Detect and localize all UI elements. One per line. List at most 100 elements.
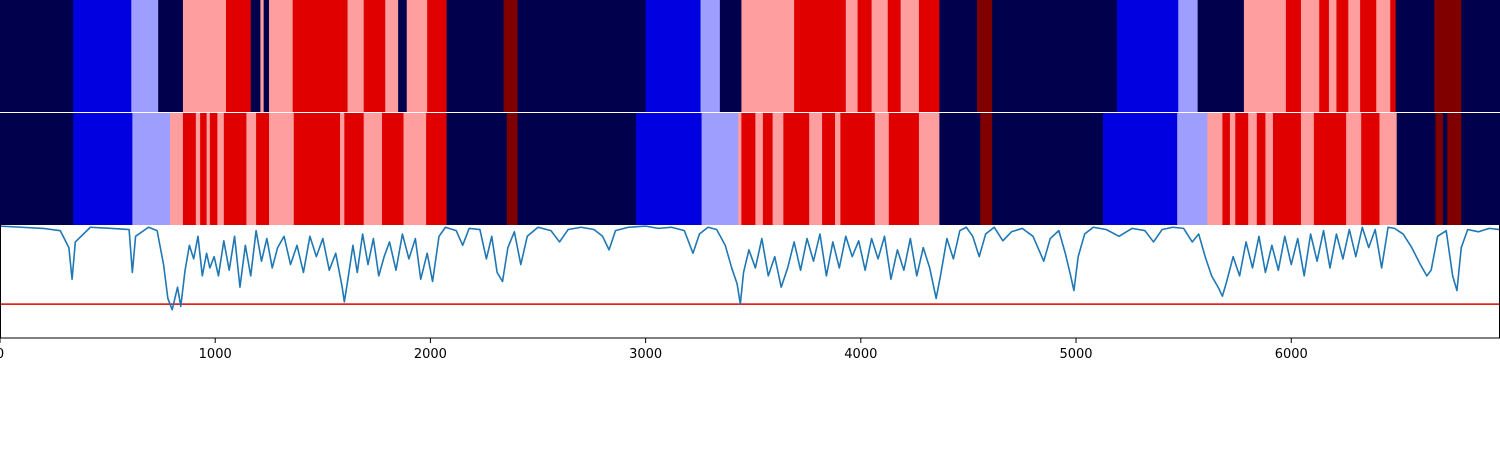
segment-1-46: [1229, 113, 1236, 225]
segment-0-21: [700, 0, 721, 112]
segment-1-29: [762, 113, 773, 225]
segment-0-0: [0, 0, 74, 112]
signal-line: [0, 225, 1500, 311]
segment-0-13: [385, 0, 399, 112]
x-tick-label-5000: 5000: [1059, 347, 1092, 362]
x-tick-label-0: 0: [0, 347, 4, 362]
segment-1-4: [182, 113, 197, 225]
segment-1-47: [1235, 113, 1249, 225]
segment-0-5: [225, 0, 252, 112]
segment-0-3: [158, 0, 184, 112]
segment-1-60: [1447, 113, 1462, 225]
segment-1-18: [381, 113, 404, 225]
segment-0-48: [1434, 0, 1462, 112]
segment-0-18: [503, 0, 518, 112]
segment-1-39: [939, 113, 981, 225]
x-tick-label-3000: 3000: [629, 347, 662, 362]
segment-0-30: [918, 0, 940, 112]
segment-1-26: [738, 113, 742, 225]
segment-1-22: [506, 113, 518, 225]
segment-1-44: [1207, 113, 1223, 225]
segment-1-40: [980, 113, 993, 225]
segment-0-15: [406, 0, 428, 112]
segment-0-9: [269, 0, 294, 112]
segment-0-44: [1360, 0, 1377, 112]
segment-0-22: [719, 0, 742, 112]
segment-1-50: [1265, 113, 1274, 225]
segment-1-32: [809, 113, 823, 225]
segment-1-10: [223, 113, 247, 225]
segment-1-19: [403, 113, 427, 225]
segment-1-5: [195, 113, 201, 225]
segment-1-41: [992, 113, 1104, 225]
segment-0-6: [250, 0, 261, 112]
segment-0-31: [939, 0, 978, 112]
segment-0-11: [347, 0, 365, 112]
segment-0-27: [871, 0, 889, 112]
segment-1-34: [835, 113, 841, 225]
segment-0-4: [182, 0, 227, 112]
segment-1-57: [1396, 113, 1436, 225]
segment-1-36: [874, 113, 890, 225]
segment-0-38: [1285, 0, 1302, 112]
segment-0-10: [292, 0, 348, 112]
segment-1-31: [783, 113, 810, 225]
segment-0-29: [900, 0, 920, 112]
segment-1-0: [0, 113, 74, 225]
segment-1-1: [73, 113, 133, 225]
segment-1-25: [701, 113, 739, 225]
segment-0-2: [131, 0, 159, 112]
segment-1-35: [840, 113, 876, 225]
segment-0-49: [1461, 0, 1500, 112]
segment-0-42: [1336, 0, 1349, 112]
segment-1-45: [1222, 113, 1231, 225]
segment-0-45: [1376, 0, 1391, 112]
segment-1-53: [1313, 113, 1347, 225]
signal-line-panel: [0, 225, 1500, 338]
segment-1-20: [426, 113, 447, 225]
segment-1-8: [209, 113, 218, 225]
segment-1-42: [1102, 113, 1178, 225]
segment-0-19: [517, 0, 647, 112]
segment-0-7: [260, 0, 265, 112]
segment-0-23: [741, 0, 795, 112]
segment-1-3: [170, 113, 184, 225]
x-axis: 0 1000 2000 3000 4000 5000 6000: [0, 338, 1308, 362]
segment-1-16: [344, 113, 365, 225]
segment-0-32: [977, 0, 993, 112]
segment-0-12: [363, 0, 386, 112]
segment-0-39: [1300, 0, 1320, 112]
segment-1-51: [1272, 113, 1302, 225]
segment-0-35: [1178, 0, 1199, 112]
segment-0-1: [73, 0, 132, 112]
x-tick-label-6000: 6000: [1275, 347, 1308, 362]
segment-1-15: [340, 113, 345, 225]
segment-0-41: [1328, 0, 1337, 112]
segment-0-8: [263, 0, 270, 112]
segment-0-25: [845, 0, 859, 112]
segment-1-58: [1435, 113, 1444, 225]
segment-1-9: [217, 113, 225, 225]
segment-1-52: [1300, 113, 1315, 225]
segment-0-20: [645, 0, 701, 112]
segment-1-27: [741, 113, 756, 225]
segment-1-38: [918, 113, 940, 225]
segment-1-28: [755, 113, 764, 225]
segment-1-59: [1442, 113, 1448, 225]
segment-1-43: [1177, 113, 1208, 225]
segment-1-61: [1461, 113, 1500, 225]
segment-1-56: [1379, 113, 1398, 225]
segment-1-37: [888, 113, 920, 225]
segment-1-21: [446, 113, 508, 225]
segment-0-24: [794, 0, 847, 112]
segment-1-6: [200, 113, 207, 225]
segment-1-55: [1361, 113, 1380, 225]
segment-0-40: [1319, 0, 1330, 112]
segment-1-33: [822, 113, 836, 225]
segment-0-46: [1390, 0, 1397, 112]
segment-1-7: [206, 113, 211, 225]
segment-1-2: [132, 113, 171, 225]
segmentation-track-top: [0, 0, 1500, 112]
segment-1-23: [517, 113, 637, 225]
